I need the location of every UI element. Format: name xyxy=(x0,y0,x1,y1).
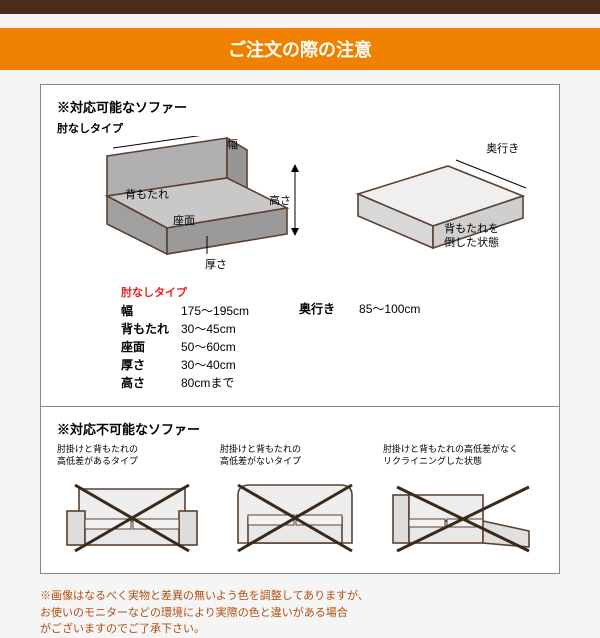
sofa-caption: 肘掛けと背もたれの 高低差があるタイプ xyxy=(57,444,212,467)
spec-row: 背もたれ30～45cm xyxy=(121,320,249,338)
spec-val: 80cmまで xyxy=(181,374,234,392)
sofa-iso-svg xyxy=(57,136,307,276)
spec-key: 幅 xyxy=(121,302,181,320)
header-banner: ご注文の際の注意 xyxy=(0,28,600,70)
spec-left: 肘なしタイプ 幅175～195cm背もたれ30～45cm座面50～60cm厚さ3… xyxy=(121,284,249,392)
sofa-illustration xyxy=(383,471,543,559)
spec-row: 高さ80cmまで xyxy=(121,374,249,392)
spec-row: 奥行き85～100cm xyxy=(299,300,420,318)
spec-row: 厚さ30～40cm xyxy=(121,356,249,374)
spec-val: 30～40cm xyxy=(181,356,236,374)
section-compatible: ※対応可能なソファー 肘なしタイプ xyxy=(41,85,559,407)
incompatible-sofa-item: 肘掛けと背もたれの高低差がなく リクライニングした状態 xyxy=(383,444,543,559)
content-box: ※対応可能なソファー 肘なしタイプ xyxy=(40,84,560,574)
sofa-caption: 肘掛けと背もたれの高低差がなく リクライニングした状態 xyxy=(383,444,543,467)
spec-row: 幅175～195cm xyxy=(121,302,249,320)
spec-key: 背もたれ xyxy=(121,320,181,338)
top-bar xyxy=(0,0,600,14)
spec-key: 高さ xyxy=(121,374,181,392)
spec-right: 奥行き85～100cm xyxy=(299,284,420,392)
incompatible-sofa-item: 肘掛けと背もたれの 高低差があるタイプ xyxy=(57,444,212,559)
spec-red-title: 肘なしタイプ xyxy=(121,284,249,300)
spec-val: 50～60cm xyxy=(181,338,236,356)
section1-subtitle: 肘なしタイプ xyxy=(57,120,543,136)
mattress-iso-svg xyxy=(338,154,538,274)
sofa-caption: 肘掛けと背もたれの 高低差がないタイプ xyxy=(220,444,375,467)
disclaimer: ※画像はなるべく実物と差異の無いよう色を調整してありますが、 お使いのモニターな… xyxy=(40,588,560,638)
incompatible-sofa-item: 肘掛けと背もたれの 高低差がないタイプ xyxy=(220,444,375,559)
spec-key: 奥行き xyxy=(299,300,359,318)
section2-title: ※対応不可能なソファー xyxy=(57,419,543,438)
section1-title: ※対応可能なソファー xyxy=(57,97,543,116)
section-incompatible: ※対応不可能なソファー 肘掛けと背もたれの 高低差があるタイプ肘掛けと背もたれの… xyxy=(41,407,559,573)
spec-val: 85～100cm xyxy=(359,300,420,318)
spec-val: 175～195cm xyxy=(181,302,249,320)
sofa-illustration xyxy=(220,471,375,559)
sofa-illustration xyxy=(57,471,212,559)
sofa-diagram-right: 奥行き 背もたれを 倒した状態 xyxy=(338,136,543,274)
spec-row: 座面50～60cm xyxy=(121,338,249,356)
spec-val: 30～45cm xyxy=(181,320,236,338)
sofa-diagram-left: 幅 背もたれ 座面 厚さ 高さ xyxy=(57,136,334,276)
spec-key: 厚さ xyxy=(121,356,181,374)
spec-key: 座面 xyxy=(121,338,181,356)
